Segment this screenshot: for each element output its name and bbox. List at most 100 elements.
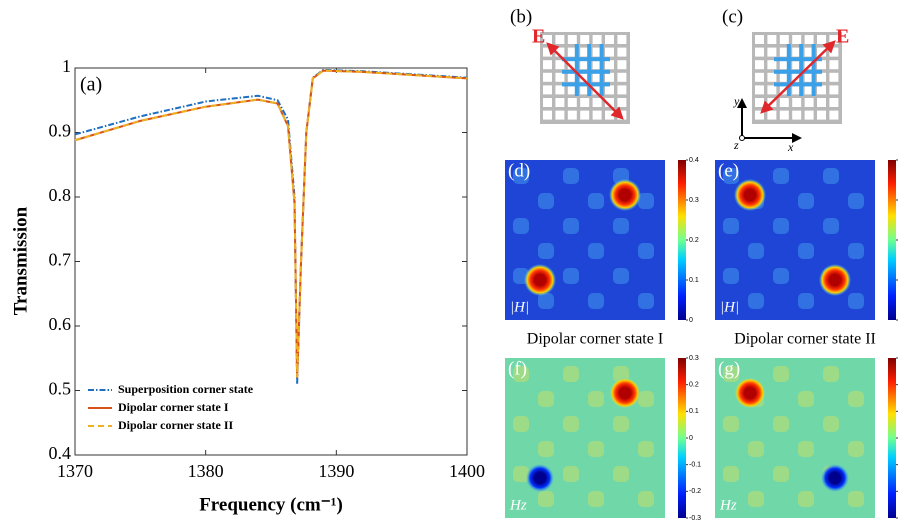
legend-label: Dipolar corner state II	[118, 418, 234, 432]
x-tick-label: 1370	[57, 461, 93, 481]
hot-spot	[734, 377, 766, 409]
field-patch	[638, 491, 654, 507]
field-patch	[563, 416, 579, 432]
cell	[767, 85, 777, 95]
field-patch	[588, 243, 604, 259]
caption: Dipolar corner state II	[734, 331, 876, 348]
field-patch	[588, 491, 604, 507]
colorbar-tick-label: -0.3	[689, 515, 701, 522]
cell	[555, 60, 565, 70]
cell	[829, 35, 839, 44]
caption: Dipolar corner state I	[527, 331, 663, 348]
panel-label: (b)	[510, 6, 532, 27]
cell	[817, 85, 826, 95]
x-tick-label: 1380	[188, 461, 224, 481]
blue-bar	[774, 82, 822, 87]
cell	[567, 35, 577, 44]
cell	[817, 110, 826, 120]
field-patch	[848, 491, 864, 507]
cell	[592, 35, 602, 44]
field-patch	[723, 366, 739, 382]
field-patch	[773, 366, 789, 382]
field-patch	[773, 268, 789, 284]
hot-spot	[609, 179, 641, 211]
field-patch	[613, 268, 629, 284]
field-patch	[848, 391, 864, 407]
field-patch	[638, 293, 654, 309]
cell	[543, 60, 552, 70]
cell	[617, 60, 627, 70]
cell	[592, 110, 602, 120]
panel-label: (f)	[508, 358, 527, 379]
field-patch	[638, 441, 654, 457]
field-patch	[563, 218, 579, 234]
field-patch	[723, 416, 739, 432]
field-patch	[798, 391, 814, 407]
colorbar-tick-label: 0	[689, 435, 693, 442]
cell	[567, 98, 577, 107]
colorbar-tick-label: 0.3	[689, 355, 699, 362]
quantity-label: Hz	[509, 497, 527, 513]
cell	[580, 98, 590, 107]
colorbar-tick-label: 0.2	[689, 237, 699, 244]
field-patch	[613, 218, 629, 234]
y-tick-label: 0.8	[49, 185, 72, 205]
field-patch	[748, 243, 764, 259]
cell	[755, 72, 764, 82]
panel-label: (d)	[508, 160, 530, 181]
cell	[617, 35, 627, 44]
field-patch	[748, 491, 764, 507]
e-field-label: E	[532, 26, 545, 48]
cell	[767, 60, 777, 70]
axis-name: y	[733, 94, 740, 108]
cell	[767, 35, 777, 44]
legend-label: Superposition corner state	[118, 382, 254, 396]
axis-name: x	[787, 140, 794, 154]
cell	[829, 98, 839, 107]
colorbar-tick-label: 0	[689, 317, 693, 324]
y-tick-label: 0.9	[49, 121, 72, 141]
cell	[543, 85, 552, 95]
colorbar	[678, 358, 686, 518]
cell	[755, 98, 764, 107]
field-patch	[638, 391, 654, 407]
field-patch	[798, 491, 814, 507]
colorbar	[888, 358, 896, 518]
cell	[755, 110, 764, 120]
panel-label: (e)	[718, 160, 739, 181]
field-patch	[538, 491, 554, 507]
field-patch	[588, 441, 604, 457]
field-patch	[638, 243, 654, 259]
cell	[804, 110, 814, 120]
axis-origin	[739, 135, 745, 141]
field-patch	[798, 243, 814, 259]
cell	[605, 47, 614, 57]
cell	[817, 60, 826, 70]
field-patch	[538, 243, 554, 259]
quantity-label: |H|	[720, 299, 739, 315]
lattice	[540, 32, 630, 124]
cold-spot	[821, 464, 849, 492]
field-patch	[538, 441, 554, 457]
field-patch	[848, 243, 864, 259]
field-patch	[513, 366, 529, 382]
x-tick-label: 1390	[318, 461, 354, 481]
y-axis-label: Transmission	[10, 206, 31, 315]
field-patch	[798, 441, 814, 457]
cell	[617, 47, 627, 57]
y-tick-label: 0.4	[49, 443, 72, 463]
colorbar-tick-label: 0.2	[689, 382, 699, 389]
colorbar-tick-label: -0.2	[689, 488, 701, 495]
cell	[829, 72, 839, 82]
cell	[543, 35, 552, 44]
field-patch	[823, 168, 839, 184]
field-patch	[563, 366, 579, 382]
cell	[817, 35, 826, 44]
cell	[755, 85, 764, 95]
field-patch	[848, 441, 864, 457]
cell	[605, 85, 614, 95]
cell	[755, 47, 764, 57]
field-patch	[613, 416, 629, 432]
cell	[779, 110, 789, 120]
